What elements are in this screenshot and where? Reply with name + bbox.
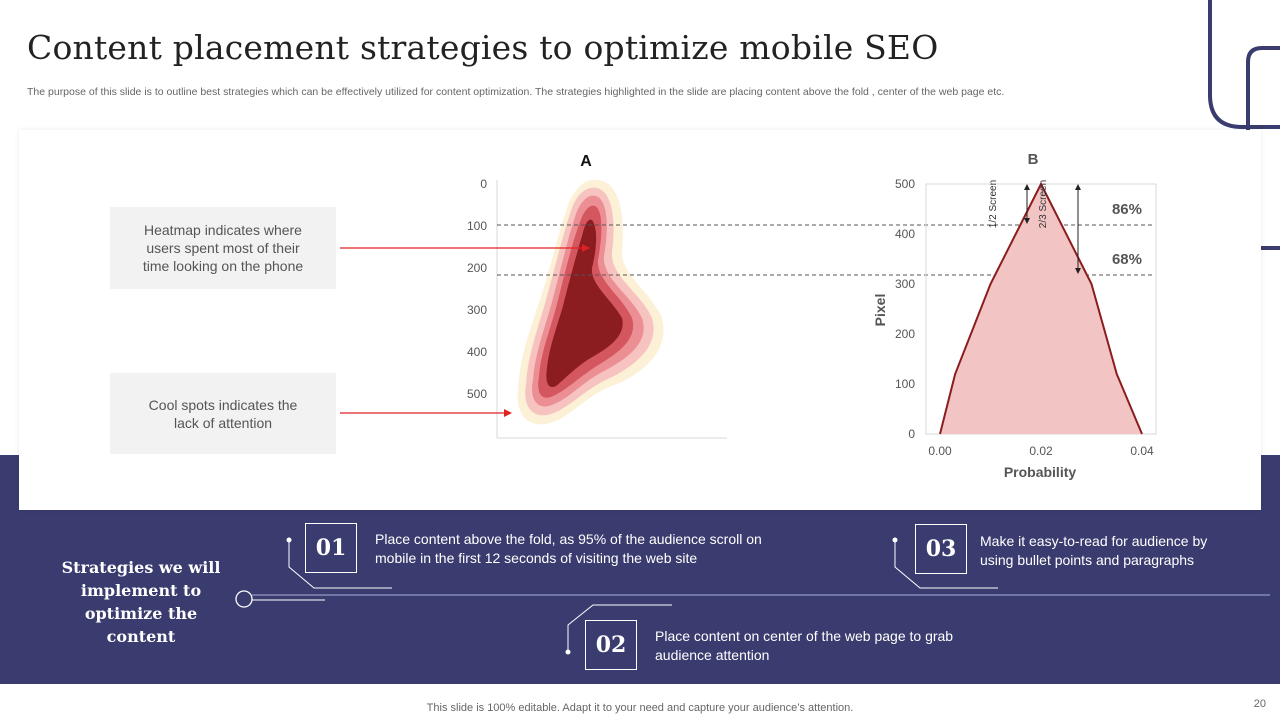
distribution-y-tick: 300 <box>895 277 915 291</box>
distribution-chart-title: B <box>1028 151 1039 168</box>
reference-label: 86% <box>1112 201 1142 218</box>
strategy-number-01: 01 <box>305 523 357 573</box>
distribution-area <box>940 184 1142 434</box>
distribution-y-tick: 100 <box>895 377 915 391</box>
distribution-reference-lines: 86% 1/2 Screen 68% 2/3 Screen <box>988 180 1142 274</box>
heatmap-y-tick: 200 <box>467 261 487 275</box>
page-subtitle: The purpose of this slide is to outline … <box>27 86 1005 98</box>
heatmap-callout-text: Heatmap indicates where users spent most… <box>142 222 304 274</box>
strategy-text-01: Place content above the fold, as 95% of … <box>375 531 762 566</box>
page-title: Content placement strategies to optimize… <box>27 28 939 67</box>
distribution-x-tick: 0.04 <box>1130 444 1154 458</box>
distribution-x-ticks: 0.00 0.02 0.04 <box>928 444 1154 458</box>
heatmap-layer-5 <box>546 219 623 388</box>
footer-note: This slide is 100% editable. Adapt it to… <box>426 702 854 714</box>
bracket-label: 2/3 Screen <box>1038 180 1049 228</box>
distribution-y-tick: 200 <box>895 327 915 341</box>
distribution-x-tick: 0.00 <box>928 444 952 458</box>
page-number: 20 <box>1253 698 1266 710</box>
coolspot-callout: Cool spots indicates the lack of attenti… <box>110 373 336 454</box>
heatmap-arrow-head <box>582 244 590 252</box>
heatmap-y-tick: 100 <box>467 219 487 233</box>
strategies-lead-text: Strategies we will implement to optimize… <box>61 558 221 646</box>
distribution-x-tick: 0.02 <box>1029 444 1053 458</box>
bracket-arrow-bottom <box>1024 218 1030 224</box>
distribution-y-tick: 500 <box>895 177 915 191</box>
distribution-x-label: Probability <box>1004 464 1077 480</box>
bracket-arrow-top <box>1075 184 1081 190</box>
heatmap-chart-title: A <box>580 153 592 170</box>
strategy-number-03: 03 <box>915 524 967 574</box>
distribution-y-label: Pixel <box>872 294 888 327</box>
heatmap-y-tick: 400 <box>467 345 487 359</box>
strategy-number-02: 02 <box>585 620 637 670</box>
heatmap-blob <box>517 179 664 425</box>
distribution-line <box>939 181 1143 435</box>
strategy-text-02: Place content on center of the web page … <box>655 628 954 663</box>
strategy-text-03: Make it easy-to-read for audience by usi… <box>980 533 1208 568</box>
bracket-arrow-bottom <box>1075 268 1081 274</box>
heatmap-y-tick: 500 <box>467 387 487 401</box>
coolspot-callout-text: Cool spots indicates the lack of attenti… <box>148 396 298 431</box>
reference-label: 68% <box>1112 251 1142 268</box>
distribution-y-ticks: 0 100 200 300 400 500 <box>895 177 915 441</box>
bracket-label: 1/2 Screen <box>988 180 999 228</box>
coolspot-arrow-head <box>504 409 512 417</box>
heatmap-callout: Heatmap indicates where users spent most… <box>110 207 336 289</box>
heatmap-y-tick: 300 <box>467 303 487 317</box>
distribution-y-tick: 400 <box>895 227 915 241</box>
heatmap-y-tick: 0 <box>480 177 487 191</box>
heatmap-y-ticks: 0 100 200 300 400 500 <box>467 177 487 401</box>
bracket-arrow-top <box>1024 184 1030 190</box>
distribution-y-tick: 0 <box>908 427 915 441</box>
